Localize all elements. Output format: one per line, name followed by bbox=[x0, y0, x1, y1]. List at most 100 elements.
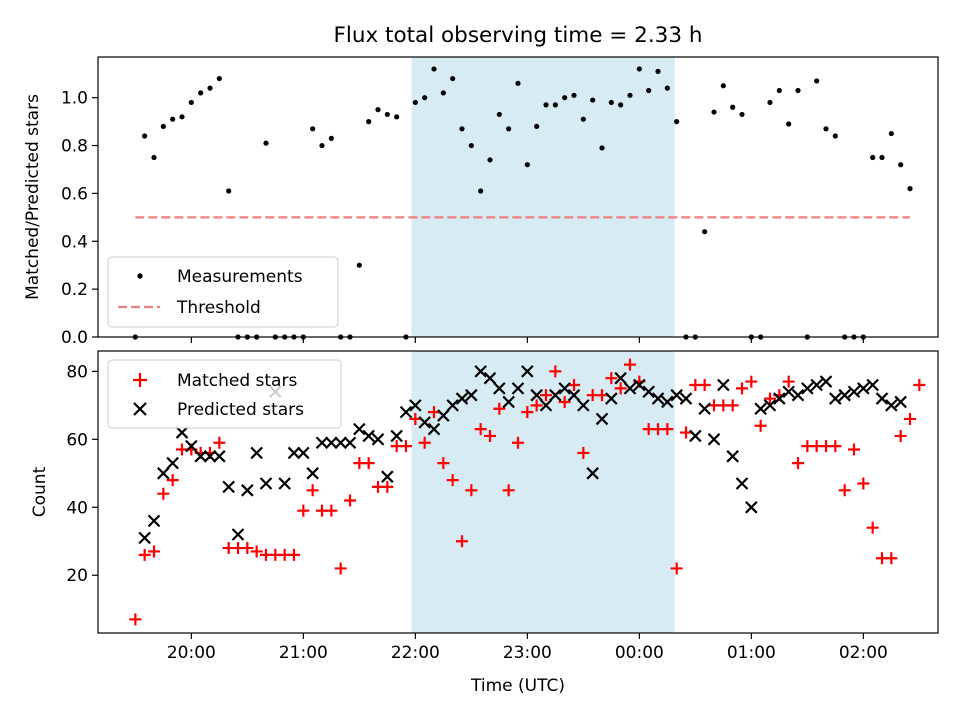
predicted-star-point bbox=[362, 429, 375, 443]
matched-star-point bbox=[764, 392, 776, 405]
measurement-point bbox=[263, 140, 269, 146]
measurement-point bbox=[478, 188, 484, 194]
predicted-star-point bbox=[698, 402, 711, 416]
measurement-point bbox=[711, 109, 717, 115]
predicted-star-point bbox=[689, 429, 702, 443]
predicted-star-point bbox=[418, 416, 431, 429]
matched-star-point bbox=[166, 474, 179, 487]
measurement-point bbox=[496, 111, 502, 118]
measurement-point bbox=[776, 87, 782, 94]
predicted-star-point bbox=[754, 402, 767, 416]
matched-star-point bbox=[157, 487, 170, 500]
measurement-point bbox=[870, 154, 876, 161]
matched-star-point bbox=[334, 562, 347, 575]
predicted-star-point bbox=[157, 467, 170, 480]
predicted-star-point bbox=[278, 477, 291, 490]
matched-star-point bbox=[325, 504, 338, 517]
matched-star-point bbox=[530, 399, 543, 412]
measurement-point bbox=[328, 135, 334, 141]
bottom-plot-marks bbox=[129, 358, 926, 626]
measurement-point bbox=[170, 116, 176, 122]
bottom-y-tick-label: 20 bbox=[66, 566, 88, 586]
predicted-star-point bbox=[334, 436, 347, 450]
predicted-star-point bbox=[381, 470, 394, 483]
matched-star-point bbox=[484, 429, 496, 442]
predicted-star-point bbox=[259, 477, 273, 490]
x-tick-label: 02:00 bbox=[839, 643, 888, 663]
x-tick-label: 00:00 bbox=[615, 643, 664, 663]
predicted-star-point bbox=[857, 382, 870, 395]
matched-star-point bbox=[437, 457, 450, 470]
top-y-tick-label: 0.6 bbox=[61, 184, 88, 204]
measurement-point bbox=[655, 68, 661, 74]
matched-star-point bbox=[344, 494, 356, 507]
bottom-y-tick-label: 40 bbox=[66, 498, 88, 518]
measurement-point bbox=[739, 111, 745, 118]
top-y-ticks: 0.0 0.2 0.4 0.6 0.8 1.0 bbox=[61, 89, 98, 348]
matched-star-point bbox=[596, 389, 608, 402]
bottom-legend: Matched stars Predicted stars bbox=[107, 359, 342, 429]
matched-star-point bbox=[250, 545, 263, 558]
measurement-point bbox=[207, 85, 213, 91]
measurement-point bbox=[590, 97, 596, 103]
predicted-star-point bbox=[138, 531, 151, 545]
predicted-star-point bbox=[782, 385, 795, 399]
measurement-point bbox=[832, 133, 838, 139]
measurement-point bbox=[188, 99, 194, 106]
matched-star-point bbox=[829, 440, 842, 453]
predicted-star-point bbox=[511, 382, 525, 395]
matched-star-point bbox=[512, 436, 524, 449]
measurement-point bbox=[599, 145, 605, 151]
predicted-star-point bbox=[670, 388, 683, 402]
legend-measurements-marker bbox=[137, 273, 143, 279]
measurement-point bbox=[142, 133, 148, 139]
measurement-point bbox=[450, 75, 456, 82]
predicted-star-point bbox=[614, 371, 627, 385]
matched-star-point bbox=[400, 440, 412, 453]
matched-star-point bbox=[381, 480, 394, 493]
measurement-point bbox=[412, 99, 418, 106]
predicted-star-point bbox=[241, 484, 254, 497]
measurement-point bbox=[459, 126, 465, 132]
bottom-y-tick-label: 80 bbox=[66, 362, 88, 382]
matched-star-point bbox=[456, 535, 468, 548]
measurement-point bbox=[571, 92, 577, 98]
bottom-y-ticks: 20 40 60 80 bbox=[66, 362, 98, 586]
legend-matched-label: Matched stars bbox=[177, 371, 297, 391]
predicted-star-point bbox=[306, 467, 319, 480]
x-tick-label: 22:00 bbox=[391, 643, 440, 663]
predicted-star-point bbox=[707, 433, 721, 446]
predicted-star-point bbox=[343, 436, 357, 450]
matched-star-point bbox=[521, 406, 534, 419]
matched-star-point bbox=[726, 399, 739, 412]
bottom-legend-box bbox=[107, 359, 342, 429]
measurement-point bbox=[562, 95, 568, 101]
matched-star-point bbox=[502, 484, 515, 497]
x-tick-label: 21:00 bbox=[279, 643, 328, 663]
predicted-star-point bbox=[847, 385, 861, 399]
matched-star-point bbox=[857, 477, 870, 490]
measurement-point bbox=[786, 121, 792, 127]
bottom-highlight-band bbox=[411, 351, 675, 633]
measurement-point bbox=[356, 262, 362, 268]
measurement-point bbox=[730, 104, 736, 110]
measurement-point bbox=[468, 142, 474, 149]
measurement-point bbox=[636, 66, 642, 72]
predicted-star-point bbox=[147, 514, 161, 528]
matched-star-point bbox=[782, 375, 795, 388]
predicted-star-point bbox=[577, 399, 590, 412]
measurement-point bbox=[151, 154, 157, 161]
measurement-point bbox=[814, 78, 820, 84]
measurement-point bbox=[440, 90, 446, 96]
predicted-star-point bbox=[203, 450, 217, 463]
matched-star-point bbox=[418, 436, 431, 449]
predicted-star-point bbox=[250, 446, 263, 460]
legend-predicted-label: Predicted stars bbox=[177, 400, 304, 420]
bottom-panel: 20 40 60 80 20:00 21:00 22:00 23:00 00:00 01:00 0… bbox=[30, 350, 939, 696]
measurement-point bbox=[879, 154, 885, 161]
predicted-star-point bbox=[222, 480, 235, 494]
matched-star-point bbox=[614, 382, 627, 395]
x-tick-label: 01:00 bbox=[727, 643, 776, 663]
matched-star-point bbox=[297, 504, 310, 517]
predicted-star-point bbox=[287, 446, 301, 460]
